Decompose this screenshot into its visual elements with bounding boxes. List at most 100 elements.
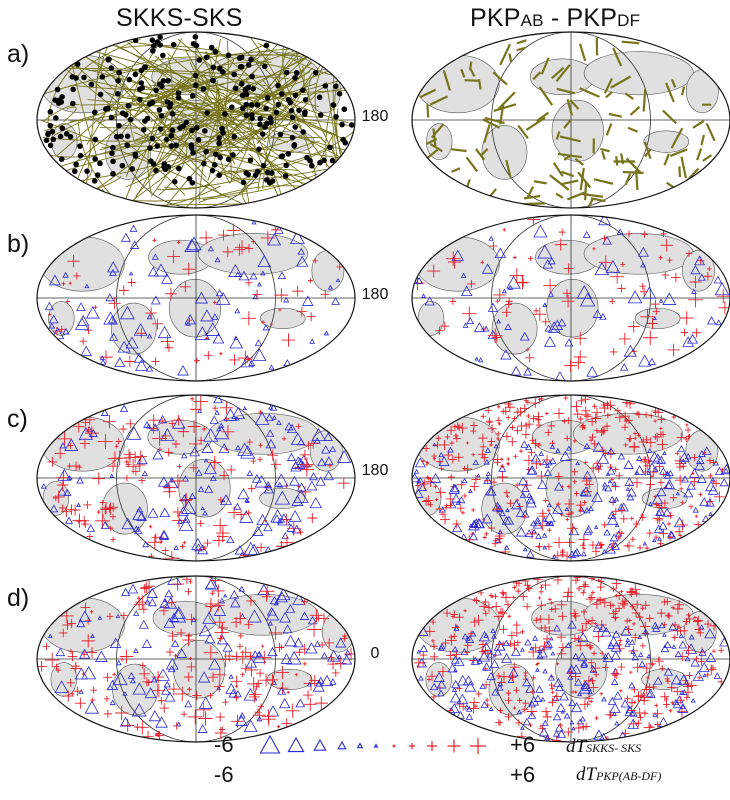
ray-path xyxy=(344,39,346,61)
event-location xyxy=(257,115,264,122)
negative-residual-triangle xyxy=(81,665,97,680)
continent xyxy=(48,301,75,336)
positive-residual-plus xyxy=(152,431,168,446)
positive-residual-plus xyxy=(619,689,623,693)
negative-residual-triangle xyxy=(433,671,445,683)
positive-residual-plus xyxy=(421,459,425,463)
negative-residual-triangle xyxy=(723,467,730,474)
negative-residual-triangle xyxy=(567,619,577,629)
negative-residual-triangle xyxy=(481,513,493,524)
positive-residual-plus xyxy=(258,703,265,710)
positive-residual-plus xyxy=(93,305,98,310)
negative-residual-triangle xyxy=(657,536,662,541)
negative-residual-triangle xyxy=(76,619,86,628)
positive-residual-plus xyxy=(687,292,703,308)
negative-residual-triangle xyxy=(612,630,621,638)
positive-residual-plus xyxy=(629,603,636,610)
positive-residual-plus xyxy=(481,646,490,655)
title-sep: - xyxy=(543,4,567,32)
negative-residual-triangle xyxy=(181,500,197,514)
continent xyxy=(147,419,213,455)
negative-residual-triangle xyxy=(623,344,637,357)
negative-residual-triangle xyxy=(486,650,496,658)
negative-residual-triangle xyxy=(200,309,214,322)
negative-residual-triangle xyxy=(607,696,617,705)
event-location xyxy=(327,144,333,151)
event-location xyxy=(225,52,232,59)
negative-residual-triangle xyxy=(223,593,228,598)
positive-residual-plus xyxy=(168,419,176,428)
ray-segment xyxy=(644,148,652,158)
negative-residual-triangle xyxy=(660,644,670,653)
globe-outline xyxy=(36,31,356,209)
negative-residual-triangle xyxy=(591,491,603,502)
positive-residual-plus xyxy=(564,537,575,548)
event-location xyxy=(97,91,104,98)
positive-residual-plus xyxy=(90,697,96,703)
map-content xyxy=(37,32,355,208)
negative-residual-triangle xyxy=(523,367,532,376)
positive-residual-plus xyxy=(134,450,147,463)
event-location xyxy=(309,162,315,169)
negative-residual-triangle xyxy=(286,452,297,461)
ray-segment xyxy=(700,134,706,146)
positive-residual-plus xyxy=(165,287,177,300)
event-location xyxy=(188,142,195,148)
positive-residual-plus xyxy=(495,417,503,424)
positive-residual-plus xyxy=(697,675,702,680)
negative-residual-triangle xyxy=(637,246,649,257)
positive-residual-plus xyxy=(610,477,614,482)
continent xyxy=(102,482,148,535)
positive-residual-plus xyxy=(54,448,66,459)
positive-residual-plus xyxy=(303,440,313,450)
negative-residual-triangle xyxy=(228,689,238,698)
negative-residual-triangle xyxy=(331,297,341,305)
negative-residual-triangle xyxy=(240,355,254,368)
negative-residual-triangle xyxy=(564,338,574,347)
negative-residual-triangle xyxy=(218,597,226,604)
negative-residual-triangle xyxy=(336,450,352,463)
positive-residual-plus xyxy=(268,626,283,640)
positive-residual-plus xyxy=(499,589,507,596)
negative-residual-triangle xyxy=(477,357,484,363)
event-location xyxy=(108,65,115,71)
positive-residual-plus xyxy=(453,434,461,443)
negative-residual-triangle xyxy=(552,503,564,514)
positive-residual-plus xyxy=(282,436,287,441)
positive-residual-plus xyxy=(557,722,563,728)
positive-residual-plus xyxy=(244,663,259,677)
negative-residual-triangle xyxy=(625,486,631,491)
negative-residual-triangle xyxy=(541,459,548,465)
event-location xyxy=(123,112,129,118)
positive-residual-plus xyxy=(157,447,162,452)
positive-residual-plus xyxy=(584,479,595,490)
positive-residual-plus xyxy=(174,686,190,702)
negative-residual-triangle xyxy=(515,508,526,517)
legend-skks-min: -6 xyxy=(214,732,234,757)
negative-residual-triangle xyxy=(456,693,469,705)
positive-residual-plus xyxy=(687,433,692,439)
event-location xyxy=(292,92,299,99)
event-location xyxy=(149,135,156,142)
positive-residual-plus xyxy=(601,235,608,242)
negative-residual-triangle xyxy=(598,623,608,632)
positive-residual-plus xyxy=(212,534,225,547)
negative-residual-triangle xyxy=(478,631,491,642)
positive-residual-plus xyxy=(674,474,686,486)
event-location xyxy=(275,82,281,89)
positive-residual-plus xyxy=(73,272,81,280)
negative-residual-triangle xyxy=(161,686,171,695)
negative-residual-triangle xyxy=(656,455,667,465)
positive-residual-plus xyxy=(571,634,579,642)
positive-residual-plus xyxy=(538,508,548,518)
negative-residual-triangle xyxy=(453,656,465,666)
event-location xyxy=(50,136,57,143)
positive-residual-plus xyxy=(425,460,429,465)
negative-residual-triangle xyxy=(597,453,610,464)
legend-triangle xyxy=(373,743,379,748)
positive-residual-plus xyxy=(647,318,658,329)
event-location xyxy=(158,113,165,119)
positive-residual-plus xyxy=(616,605,623,612)
negative-residual-triangle xyxy=(181,475,189,482)
center-lon-label-d: 0 xyxy=(370,645,380,662)
